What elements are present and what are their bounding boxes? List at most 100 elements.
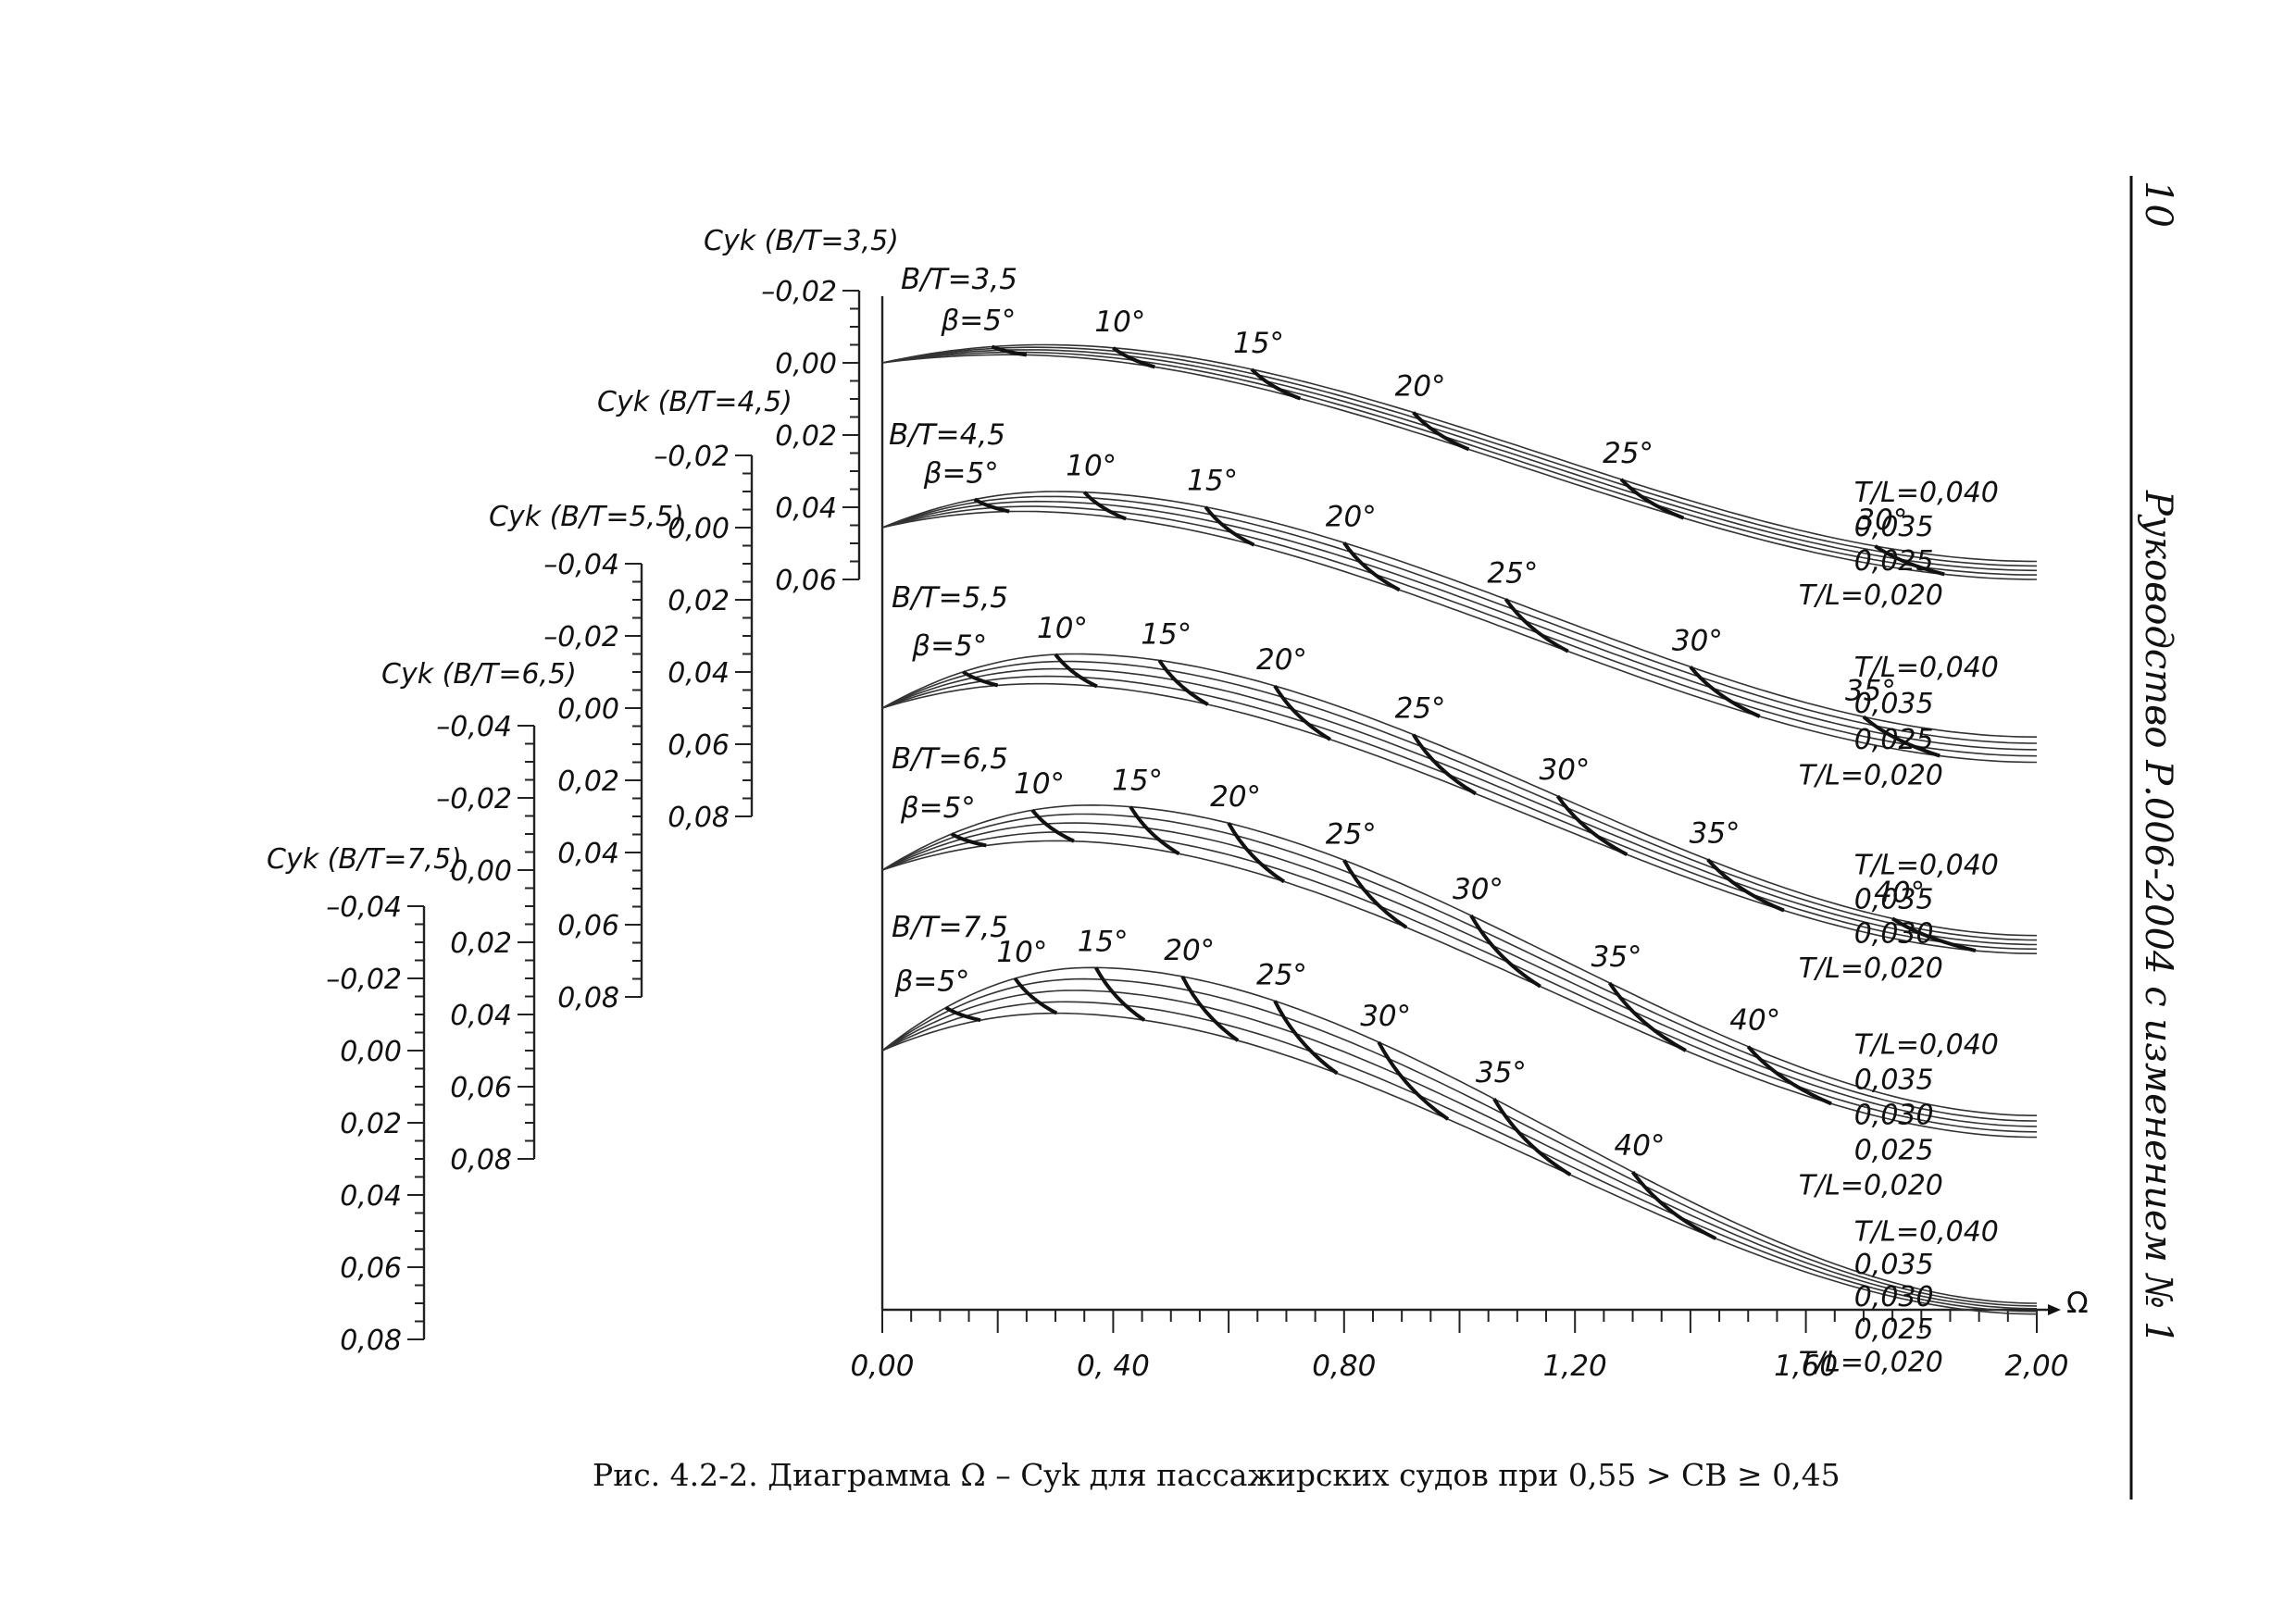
tl-curve xyxy=(881,667,2038,946)
tl-curve xyxy=(881,822,2038,1127)
beta-line xyxy=(1342,859,1408,929)
beta-line xyxy=(1412,411,1470,452)
x-tick-label: 0,80 xyxy=(1312,1350,1376,1383)
tl-label: T/L=0,020 xyxy=(1799,760,1943,792)
bt-label: B/T=4,5 xyxy=(889,418,1005,452)
x-tick-label: 1,60 xyxy=(1774,1350,1838,1383)
beta-label: 25° xyxy=(1487,556,1538,590)
tl-label: 0,025 xyxy=(1854,1134,1934,1166)
y-tick-label: –0,02 xyxy=(543,621,619,653)
beta-label: 30° xyxy=(1672,624,1723,657)
tl-curve xyxy=(881,803,2038,1116)
curve-groups: β=5° 10°15°20°25°30°B/T=3,5T/L=0,0400,035… xyxy=(881,263,2038,1378)
tl-label: 0,025 xyxy=(1854,724,1934,756)
curve-group-4: β=5° 10° 15° 20° 25° 30° 35° 40° B/T=7,5 T/L=0,04… xyxy=(881,911,2038,1378)
beta-line xyxy=(1862,715,1940,758)
beta-label: 25° xyxy=(1603,437,1653,470)
y-tick-label: 0,00 xyxy=(450,855,512,888)
y-tick-label: 0,08 xyxy=(668,802,730,834)
beta-label: 20° xyxy=(1256,643,1307,677)
beta-label: β=5° xyxy=(923,456,999,490)
tl-curve xyxy=(881,966,2038,1304)
y-axis-label: Cyk (B/T=3,5) xyxy=(704,225,899,257)
beta-line xyxy=(1377,1040,1450,1121)
bt-label: B/T=3,5 xyxy=(901,263,1017,296)
tl-label: 0,025 xyxy=(1854,545,1934,578)
y-tick-label: 0,06 xyxy=(668,729,730,762)
beta-label: 35° xyxy=(1591,940,1642,974)
beta-label: 30° xyxy=(1453,873,1504,906)
beta-line xyxy=(1227,822,1286,884)
beta-label: 15° xyxy=(1187,465,1238,498)
beta-label: 10° xyxy=(1014,767,1065,801)
beta-label: 40° xyxy=(1615,1129,1666,1163)
beta-label: 30° xyxy=(1856,504,1907,537)
tl-curve xyxy=(881,349,2038,572)
tl-label: T/L=0,040 xyxy=(1854,652,1999,684)
beta-label: 20° xyxy=(1326,500,1377,533)
x-tick-label: 0, 40 xyxy=(1077,1350,1150,1383)
tl-curve xyxy=(881,653,2038,937)
beta-label: 10° xyxy=(996,936,1047,969)
tl-curve xyxy=(881,491,2038,738)
y-tick-label: –0,02 xyxy=(761,276,837,308)
y-tick-label: 0,04 xyxy=(668,657,730,690)
tl-curve xyxy=(881,830,2038,1133)
y-axis-label: Cyk (B/T=5,5) xyxy=(489,501,684,533)
y-tick-label: 0,02 xyxy=(557,765,619,798)
beta-label: 20° xyxy=(1395,370,1446,404)
tl-label: 0,035 xyxy=(1854,1249,1934,1281)
tl-curve xyxy=(881,1012,2038,1315)
beta-line xyxy=(1054,653,1098,689)
beta-label: 15° xyxy=(1078,925,1129,958)
tl-curve xyxy=(881,840,2038,1139)
y-tick-label: –0,04 xyxy=(436,711,512,743)
y-tick-label: 0,06 xyxy=(557,910,619,942)
beta-line xyxy=(1030,808,1075,843)
beta-line xyxy=(1157,659,1209,706)
tl-label: T/L=0,040 xyxy=(1854,850,1999,882)
y-tick-label: 0,02 xyxy=(775,420,837,453)
bt-label: B/T=6,5 xyxy=(892,742,1008,776)
beta-label: 10° xyxy=(1094,305,1145,339)
beta-line xyxy=(1630,1170,1717,1240)
y-tick-label: –0,02 xyxy=(654,441,730,473)
beta-line xyxy=(944,1005,981,1023)
tl-label: T/L=0,040 xyxy=(1854,477,1999,509)
beta-line xyxy=(1689,666,1761,718)
y-axis-1: –0,02 0,00 0,02 0,04 0,06 0,08 Cyk (B/T=4,5) xyxy=(597,386,792,834)
x-ticks: 0,00 0, 40 0,80 1,20 1,60 2,00 xyxy=(850,1310,2069,1383)
beta-label: 30° xyxy=(1360,1000,1411,1033)
tl-curve xyxy=(881,989,2038,1310)
y-tick-label: 0,00 xyxy=(557,693,619,726)
beta-line xyxy=(1411,733,1477,796)
tl-label: 0,035 xyxy=(1854,884,1934,916)
curve-group-2: β=5° 10° 15° 20° 25° 30° 35° 40° B/T=5,5 T/L=0,04… xyxy=(881,581,2038,985)
beta-line xyxy=(1273,684,1331,741)
beta-line xyxy=(1013,977,1058,1015)
tl-label: 0,030 xyxy=(1854,918,1934,951)
beta-label: 10° xyxy=(1066,450,1117,483)
x-tick-label: 1,20 xyxy=(1543,1350,1607,1383)
y-axis-label: Cyk (B/T=4,5) xyxy=(597,386,792,418)
tl-label: 0,035 xyxy=(1854,688,1934,720)
beta-line xyxy=(950,832,987,848)
y-axis-0: –0,02 0,00 0,02 0,04 0,06 Cyk (B/T=3,5) xyxy=(704,225,899,597)
y-tick-label: 0,06 xyxy=(775,565,837,597)
beta-line xyxy=(1204,505,1255,547)
tl-label: 0,030 xyxy=(1854,1281,1934,1313)
tl-label: T/L=0,020 xyxy=(1799,1169,1943,1201)
beta-line xyxy=(962,670,999,688)
bt-label: B/T=5,5 xyxy=(892,581,1008,615)
y-tick-label: –0,02 xyxy=(436,783,512,815)
x-tick-label: 0,00 xyxy=(850,1350,914,1383)
beta-line xyxy=(1504,598,1569,653)
beta-label: 20° xyxy=(1164,934,1215,967)
y-tick-label: –0,02 xyxy=(326,964,402,996)
tl-label: T/L=0,020 xyxy=(1799,1346,1943,1378)
y-tick-label: 0,02 xyxy=(340,1108,402,1140)
figure-caption: Рис. 4.2-2. Диаграмма Ω – Cyk для пассаж… xyxy=(593,1457,1841,1493)
curve-group-1: β=5° 10° 15°20°25°30°35°B/T=4,5T/L=0,0400,… xyxy=(881,418,2038,792)
tl-curve xyxy=(881,510,2038,764)
y-tick-label: 0,04 xyxy=(557,838,619,870)
